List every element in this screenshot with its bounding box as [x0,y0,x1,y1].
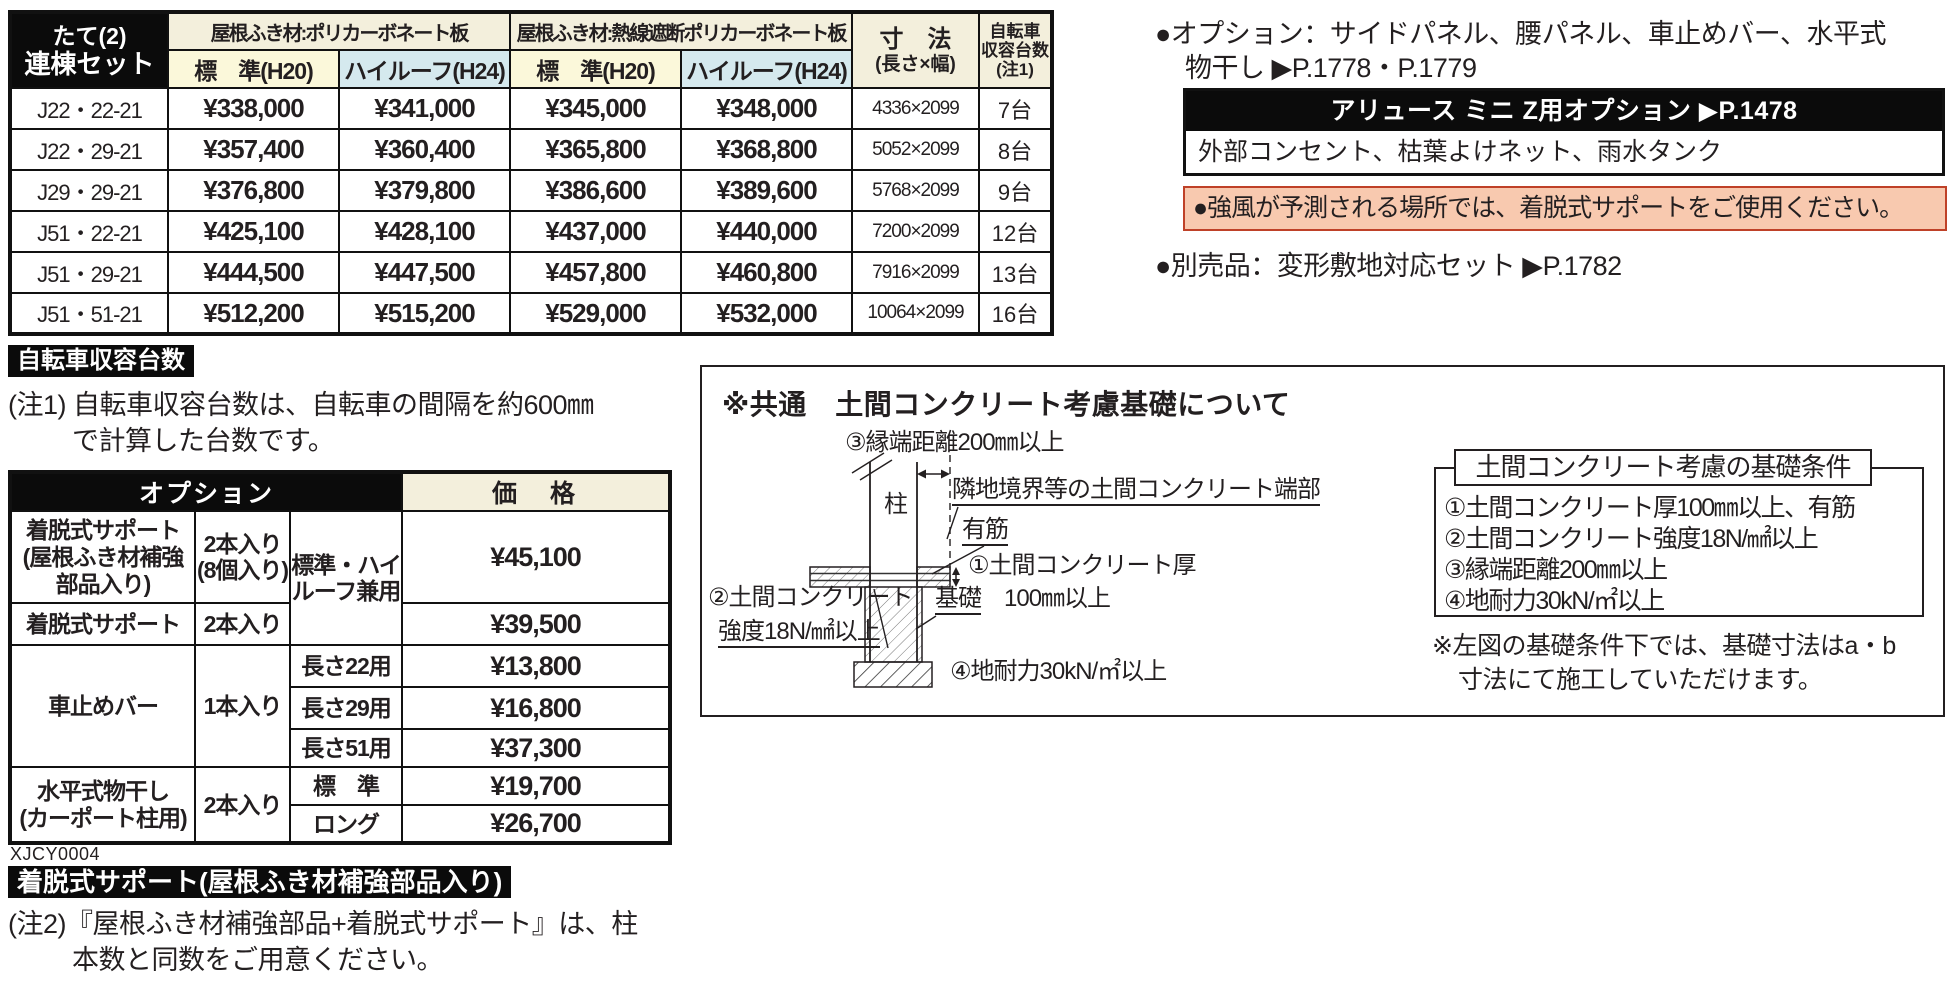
options-bullet-line1: ●オプション：サイドパネル、腰パネル、車止めバー、水平式 [1155,19,1887,49]
mini-z-options-banner: アリュース ミニ Z用オプション ▶P.1478 [1186,91,1942,131]
set-type-header: たて(2) 連棟セット [9,11,169,89]
highroof-h24-header: ハイルーフ(H24) [338,49,511,89]
options-header: オプション [9,471,403,512]
table-row: J51・51-21 ¥512,200 ¥515,200 ¥529,000 ¥53… [9,292,1053,335]
table-row: 車止めバー 1本入り 長さ22用 ¥13,800 [9,644,671,768]
condition-item: ②土間コンクリート強度18N/㎟以上 [1444,525,1819,553]
rebar-label: 有筋 [962,517,1009,546]
boundary-label: 隣地境界等の土間コンクリート端部 [952,477,1321,506]
diagram-title: ※共通 土間コンクリート考慮基礎について [722,389,1291,420]
model-cell: J29・29-21 [9,169,169,212]
price-header: 価 格 [401,471,671,512]
foundation-conditions-title: 土間コンクリート考慮の基礎条件 [1454,449,1872,486]
edge-distance-label: ③縁端距離200㎜以上 [845,429,1065,456]
options-bullet-line2: 物干し ▶P.1778・P.1779 [1185,53,1477,83]
foundation-diagram-box: ※共通 土間コンクリート考慮基礎について ③縁端距離200㎜以上 柱 隣地境界等… [700,365,1945,717]
dimension-header: 寸 法 (長さ×幅) [851,11,980,89]
product-code: XJCY0004 [10,844,101,864]
options-table: オプション 価 格 着脱式サポート (屋根ふき材補強 部品入り) 2本入り (8… [8,470,672,845]
option-name-cell: 着脱式サポート (屋根ふき材補強 部品入り) [9,510,196,604]
price-table-header-row1: たて(2) 連棟セット 屋根ふき材:ポリカーボネート板 屋根ふき材:熱線遮断ポリ… [9,11,1053,89]
model-cell: J22・22-21 [9,87,169,130]
option-name-cell: 車止めバー [9,644,196,768]
table-row: 長さ51用 ¥37,300 [10,728,671,768]
strength-label-line2: 強度18N/㎟以上 [718,619,881,648]
support-note-line1: (注2)『屋根ふき材補強部品+着脱式サポート』は、柱 [8,909,638,939]
model-cell: J51・29-21 [9,251,169,294]
highroof-h24-header: ハイルーフ(H24) [680,49,853,89]
conditions-note-line1: ※左図の基礎条件下では、基礎寸法はa・b [1432,632,1896,660]
capacity-note-line2: で計算した台数です。 [72,426,335,456]
table-row: J22・22-21 ¥338,000 ¥341,000 ¥345,000 ¥34… [9,87,1053,130]
condition-item: ④地耐力30kN/㎡以上 [1444,587,1665,615]
options-header-row: オプション 価 格 [9,471,671,512]
price-table: たて(2) 連棟セット 屋根ふき材:ポリカーボネート板 屋根ふき材:熱線遮断ポリ… [8,10,1054,336]
separate-sale-line: ●別売品：変形敷地対応セット ▶P.1782 [1155,251,1622,281]
model-cell: J51・51-21 [9,292,169,335]
support-note-line2: 本数と同数をご用意ください。 [72,945,444,975]
option-name-cell: 水平式物干し (カーポート柱用) [9,766,196,844]
support-note-label: 着脱式サポート(屋根ふき材補強部品入り) [8,866,512,898]
conditions-note-line2: 寸法にて施工していただけます。 [1458,666,1823,694]
condition-item: ①土間コンクリート厚100㎜以上、有筋 [1444,494,1856,522]
mini-z-options-items: 外部コンセント、枯葉よけネット、雨水タンク [1198,138,1723,166]
foundation-label: 基礎 [935,586,982,615]
pillar-label: 柱 [882,491,909,518]
option-name-cell: 着脱式サポート [9,602,196,646]
capacity-note-label: 自転車収容台数 [8,345,194,377]
table-row: 水平式物干し (カーポート柱用) 2本入り 標 準 ¥19,700 [9,766,671,844]
model-cell: J51・22-21 [9,210,169,253]
table-row: J29・29-21 ¥376,800 ¥379,800 ¥386,600 ¥38… [9,169,1053,212]
bearing-capacity-label: ④地耐力30kN/㎡以上 [950,658,1167,685]
table-row: ロング ¥26,700 [10,804,671,844]
standard-h20-header: 標 準(H20) [509,49,682,89]
table-row: J22・29-21 ¥357,400 ¥360,400 ¥365,800 ¥36… [9,128,1053,171]
capacity-note-line1: (注1) 自転車収容台数は、自転車の間隔を約600㎜ [8,390,594,420]
condition-item: ③縁端距離200㎜以上 [1444,556,1668,584]
table-row: 着脱式サポート (屋根ふき材補強 部品入り) 2本入り (8個入り) 標準・ハイ… [9,510,671,646]
model-cell: J22・29-21 [9,128,169,171]
standard-h20-header: 標 準(H20) [167,49,340,89]
table-row: J51・22-21 ¥425,100 ¥428,100 ¥437,000 ¥44… [9,210,1053,253]
mini-z-options-box: アリュース ミニ Z用オプション ▶P.1478 外部コンセント、枯葉よけネット… [1183,88,1945,176]
table-row: 長さ29用 ¥16,800 [10,686,671,730]
price-table-header-row2: 標 準(H20) ハイルーフ(H24) 標 準(H20) ハイルーフ(H24) [10,49,1052,89]
wind-warning-box: ●強風が予測される場所では、着脱式サポートをご使用ください。 [1183,186,1947,231]
slab-thickness-label-line1: ①土間コンクリート厚 [968,552,1197,579]
capacity-header: 自転車 収容台数 (注1) [978,11,1053,89]
strength-label-line1: ②土間コンクリート [708,584,914,611]
slab-thickness-label-line2: 100㎜以上 [1004,585,1111,612]
roof-material-header-1: 屋根ふき材:ポリカーボネート板 [167,11,511,51]
table-row: 着脱式サポート 2本入り ¥39,500 [9,602,671,646]
table-row: J51・29-21 ¥444,500 ¥447,500 ¥457,800 ¥46… [9,251,1053,294]
roof-material-header-2: 屋根ふき材:熱線遮断ポリカーボネート板 [509,11,853,51]
